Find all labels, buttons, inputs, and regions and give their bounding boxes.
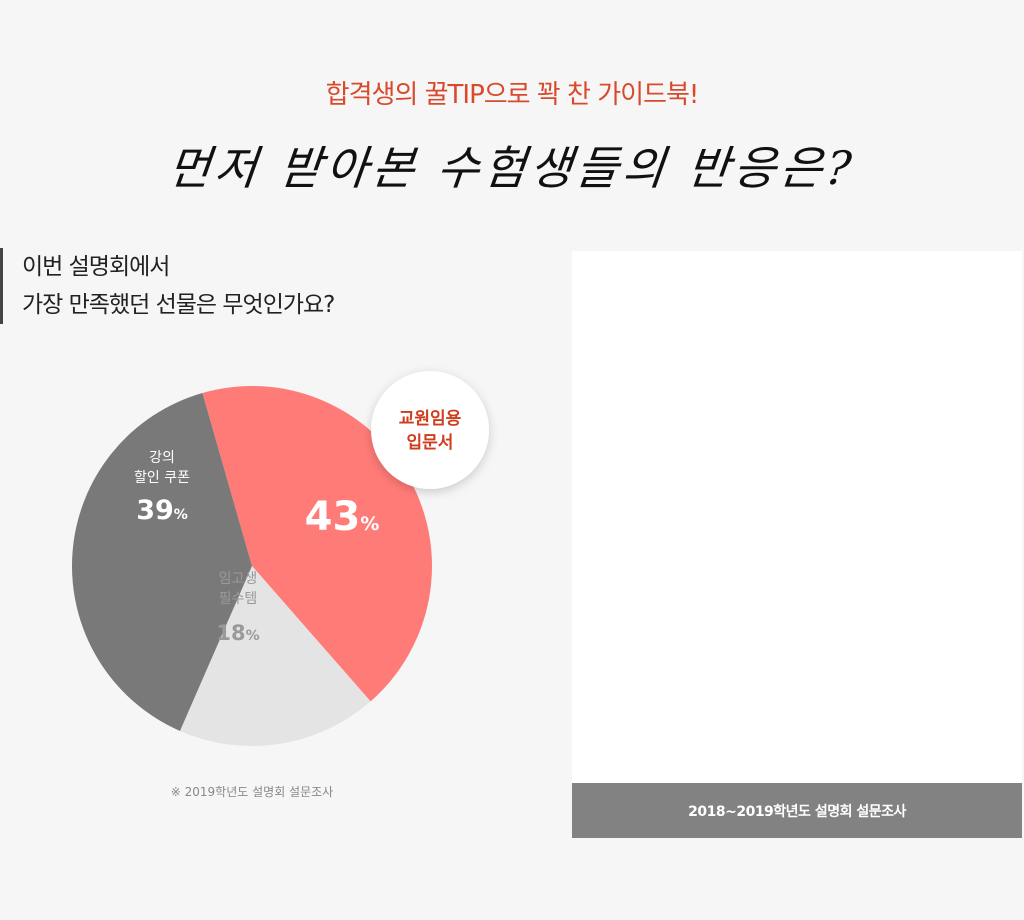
callout-line-2: 입문서 (407, 433, 454, 453)
header-subtitle: 합격생의 꿀TIP으로 꽉 찬 가이드북! (325, 80, 700, 110)
pie-label-1-line2: 필수템 (219, 591, 258, 607)
right-image-panel (572, 251, 1022, 783)
pie-callout-badge: 교원임용 입문서 (371, 371, 489, 489)
callout-circle (371, 371, 489, 489)
pie-slice-0 (202, 386, 432, 702)
right-panel-caption: 2018~2019학년도 설명회 설문조사 (572, 783, 1022, 838)
callout-line-1: 교원임용 (399, 408, 462, 429)
header-title: 먼저 받아본 수험생들의 반응은? (165, 141, 858, 195)
pie-unit-0: % (360, 513, 379, 535)
survey-note: ※ 2019학년도 설명회 설문조사 (170, 785, 334, 799)
pie-unit-1: % (246, 628, 260, 644)
pie-label-2-line2: 할인 쿠폰 (134, 470, 190, 486)
pie-slice-1 (179, 566, 371, 746)
pie-slice-2 (71, 392, 253, 731)
survey-question: 이번 설명회에서 가장 만족했던 선물은 무엇인가요? (0, 248, 335, 324)
pie-value-2: 39% (136, 495, 188, 526)
question-line-1: 이번 설명회에서 (22, 254, 170, 280)
pie-value-0: 43% (305, 494, 380, 540)
pie-label-2-line1: 강의 (149, 450, 175, 466)
pie-unit-2: % (174, 507, 188, 523)
question-line-2: 가장 만족했던 선물은 무엇인가요? (22, 292, 335, 318)
pie-label-1-line1: 임고생 (219, 571, 258, 587)
pie-value-1: 18% (216, 621, 259, 645)
